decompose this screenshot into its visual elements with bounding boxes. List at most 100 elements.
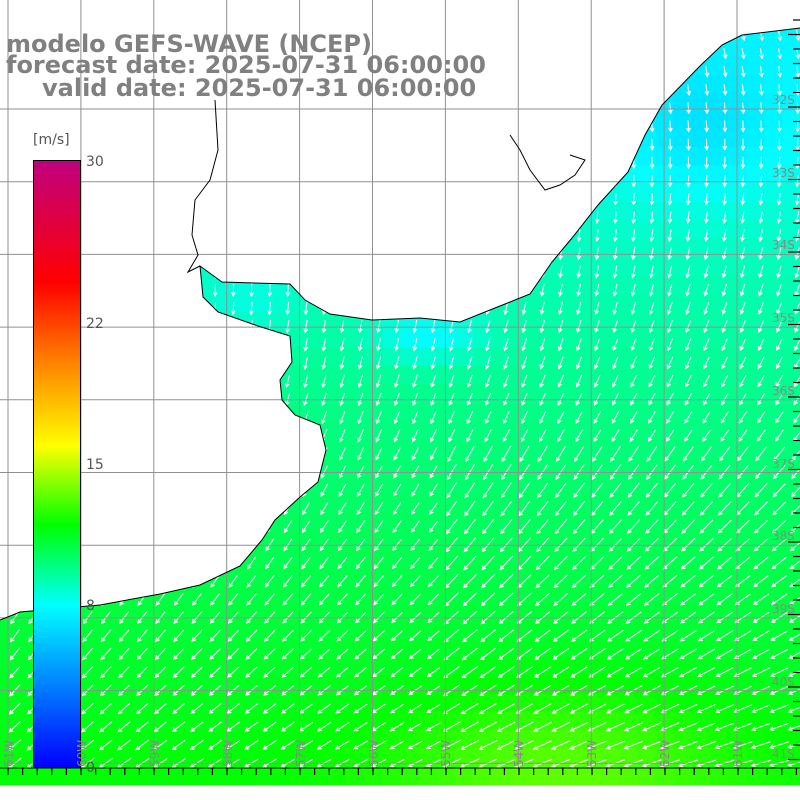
wind-cell xyxy=(400,766,420,785)
wind-cell xyxy=(455,529,474,549)
wind-arrow xyxy=(739,356,747,370)
wind-cell xyxy=(564,729,583,749)
wind-cell xyxy=(436,675,456,694)
wind-arrow xyxy=(519,464,530,481)
wind-cell xyxy=(618,256,638,276)
wind-arrow xyxy=(284,374,291,389)
wind-arrow xyxy=(648,356,656,370)
wind-arrow xyxy=(642,703,661,714)
wind-arrow xyxy=(483,445,493,463)
wind-cell xyxy=(254,675,274,694)
wind-cell xyxy=(782,74,800,94)
wind-cell xyxy=(673,547,693,567)
wind-arrow xyxy=(389,722,405,732)
wind-cell xyxy=(527,347,547,367)
wind-arrow xyxy=(499,537,513,553)
wind-cell xyxy=(782,420,800,440)
wind-cell xyxy=(145,766,165,785)
wind-cell xyxy=(455,420,474,440)
wind-cell xyxy=(764,420,784,440)
wind-cell xyxy=(436,475,456,494)
wind-arrow xyxy=(594,211,600,224)
wind-cell xyxy=(746,92,765,112)
wind-arrow xyxy=(678,666,698,678)
wind-cell xyxy=(109,638,128,658)
wind-cell xyxy=(327,347,347,367)
wind-cell xyxy=(673,438,693,458)
wind-cell xyxy=(127,748,147,767)
wind-arrow xyxy=(722,211,727,224)
wind-cell xyxy=(618,183,638,203)
wind-arrow xyxy=(267,283,273,298)
wind-arrow xyxy=(280,721,295,732)
wind-arrow xyxy=(303,301,309,316)
wind-arrow xyxy=(644,537,659,552)
wind-cell xyxy=(436,547,456,567)
wind-cell xyxy=(491,638,511,658)
wind-cell xyxy=(618,584,638,603)
wind-cell xyxy=(400,620,420,640)
wind-cell xyxy=(782,38,800,57)
wind-arrow xyxy=(722,193,727,206)
wind-arrow xyxy=(608,519,623,534)
wind-cell xyxy=(782,766,800,785)
wind-arrow xyxy=(740,48,746,60)
wind-cell xyxy=(564,657,583,676)
wind-arrow xyxy=(502,411,510,425)
wind-arrow xyxy=(593,392,601,406)
wind-cell xyxy=(327,547,347,567)
wind-cell xyxy=(618,711,638,731)
wind-cell xyxy=(218,693,238,713)
wind-cell xyxy=(127,675,147,694)
wind-cell xyxy=(564,748,583,767)
wind-cell xyxy=(764,657,784,676)
wind-cell xyxy=(382,438,401,458)
wind-arrow xyxy=(776,320,783,333)
wind-cell xyxy=(382,711,401,731)
wind-cell xyxy=(182,584,201,603)
wind-arrow xyxy=(776,156,782,170)
wind-cell xyxy=(527,766,547,785)
wind-cell xyxy=(637,748,656,767)
wind-cell xyxy=(564,511,583,531)
wind-arrow xyxy=(704,66,710,78)
wind-arrow xyxy=(612,356,619,370)
wind-arrow xyxy=(136,666,148,679)
wind-cell xyxy=(91,620,110,640)
wind-arrow xyxy=(442,721,461,732)
wind-arrow xyxy=(533,703,552,714)
wind-arrow xyxy=(228,574,239,588)
wind-arrow xyxy=(483,464,494,481)
lat-label: 36S xyxy=(772,383,795,398)
wind-cell xyxy=(273,566,292,585)
wind-cell xyxy=(673,693,693,713)
wind-arrow xyxy=(776,302,783,315)
wind-arrow xyxy=(317,666,331,678)
wind-arrow xyxy=(666,320,673,334)
wind-cell xyxy=(309,657,329,676)
wind-cell xyxy=(218,675,238,694)
wind-arrow xyxy=(321,392,327,407)
wind-cell xyxy=(327,420,347,440)
wind-cell xyxy=(309,511,329,531)
wind-cell xyxy=(436,384,456,403)
wind-cell xyxy=(746,456,765,476)
wind-cell xyxy=(546,602,565,622)
wind-arrow xyxy=(533,666,552,678)
wind-arrow xyxy=(751,667,770,677)
wind-cell xyxy=(509,384,529,403)
valid-date: valid date: 2025-07-31 06:00:00 xyxy=(42,74,477,102)
wind-arrow xyxy=(480,592,496,607)
wind-arrow xyxy=(666,374,674,388)
wind-arrow xyxy=(389,703,404,714)
wind-arrow xyxy=(521,301,527,316)
wind-arrow xyxy=(8,702,21,715)
wind-arrow xyxy=(630,265,636,279)
wind-cell xyxy=(236,766,256,785)
wind-arrow xyxy=(390,666,404,678)
wind-cell xyxy=(345,657,365,676)
wind-cell xyxy=(527,638,547,658)
wind-cell xyxy=(673,147,693,167)
lat-label: 38S xyxy=(772,529,795,544)
